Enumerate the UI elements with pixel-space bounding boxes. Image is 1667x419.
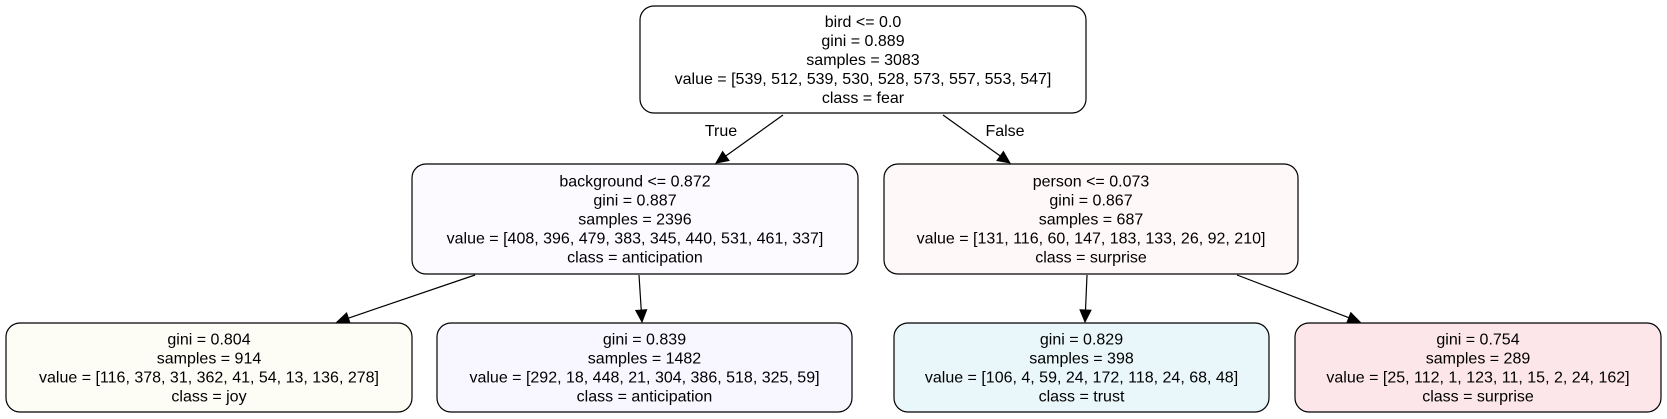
arrowhead	[1346, 311, 1362, 324]
arrowhead	[634, 309, 648, 324]
node-text-line: value = [408, 396, 479, 383, 345, 440, 5…	[447, 231, 824, 248]
node-box	[1294, 322, 1662, 413]
node-text-line: class = surprise	[1035, 250, 1147, 267]
tree-node-n1: background <= 0.872 gini = 0.887 samples =…	[411, 163, 859, 275]
node-box	[5, 322, 413, 413]
node-text-line: value = [25, 112, 1, 123, 11, 15, 2, 24,…	[1326, 370, 1629, 387]
arrowhead	[715, 150, 730, 164]
node-box	[411, 163, 859, 275]
node-text-line: samples = 1482	[588, 351, 702, 368]
node-box	[436, 322, 853, 413]
node-text-line: gini = 0.887	[593, 193, 676, 210]
edge-line	[348, 274, 476, 319]
node-text-line: value = [131, 116, 60, 147, 183, 133, 26…	[917, 231, 1266, 248]
node-text-line: samples = 914	[157, 351, 262, 368]
node-text-line: gini = 0.804	[167, 332, 250, 349]
tree-node-n6: gini = 0.754 samples = 289 value = [25, 11…	[1294, 322, 1662, 413]
node-text-line: samples = 289	[1426, 351, 1531, 368]
arrowhead	[996, 150, 1011, 164]
node-text-line: value = [539, 512, 539, 530, 528, 573, 5…	[675, 71, 1052, 88]
node-text-line: gini = 0.754	[1436, 332, 1519, 349]
tree-node-root: bird <= 0.0 gini = 0.889 samples = 3083 val…	[639, 5, 1087, 114]
nodes-layer: bird <= 0.0 gini = 0.889 samples = 3083 val…	[5, 5, 1662, 413]
node-text-line: class = anticipation	[577, 389, 713, 406]
edge-line	[1084, 274, 1088, 311]
node-text-line: gini = 0.829	[1040, 332, 1123, 349]
node-box	[883, 163, 1299, 275]
node-text-line: class = anticipation	[567, 250, 703, 267]
tree-node-n5: gini = 0.829 samples = 398 value = [106, 4…	[893, 322, 1270, 413]
edge-n2-to-n5	[1079, 274, 1092, 324]
node-text-line: class = surprise	[1422, 389, 1534, 406]
edge-line	[638, 274, 642, 311]
node-text-line: background <= 0.872	[559, 174, 710, 191]
tree-node-n3: gini = 0.804 samples = 914 value = [116, 3…	[5, 322, 413, 413]
node-text-line: bird <= 0.0	[825, 14, 902, 31]
arrowhead	[335, 311, 351, 324]
edge-label-true: True	[705, 123, 737, 140]
edge-root-to-n2: False	[942, 114, 1025, 164]
node-text-line: gini = 0.867	[1049, 193, 1132, 210]
edge-root-to-n1: True	[705, 114, 784, 164]
node-text-line: samples = 3083	[806, 52, 920, 69]
edge-line	[1236, 274, 1350, 319]
node-text-line: samples = 398	[1029, 351, 1134, 368]
node-text-line: class = trust	[1039, 389, 1125, 406]
edge-n2-to-n6	[1236, 274, 1362, 324]
edge-line	[942, 114, 1001, 157]
arrowhead	[1079, 309, 1092, 324]
edge-n1-to-n3	[335, 274, 476, 324]
node-text-line: samples = 687	[1039, 212, 1144, 229]
tree-node-n2: person <= 0.073 gini = 0.867 samples = 687…	[883, 163, 1299, 275]
node-text-line: value = [292, 18, 448, 21, 304, 386, 518…	[469, 370, 819, 387]
edge-line	[725, 114, 784, 157]
node-text-line: gini = 0.839	[603, 332, 686, 349]
node-text-line: class = fear	[822, 90, 905, 107]
node-text-line: gini = 0.889	[821, 33, 904, 50]
node-text-line: samples = 2396	[578, 212, 692, 229]
node-text-line: class = joy	[171, 389, 246, 406]
node-text-line: value = [116, 378, 31, 362, 41, 54, 13, …	[39, 370, 379, 387]
tree-node-n4: gini = 0.839 samples = 1482 value = [292, …	[436, 322, 853, 413]
edge-label-false: False	[985, 123, 1024, 140]
edge-n1-to-n4	[634, 274, 648, 324]
node-box	[893, 322, 1270, 413]
node-box	[639, 5, 1087, 114]
node-text-line: value = [106, 4, 59, 24, 172, 118, 24, 6…	[925, 370, 1238, 387]
node-text-line: person <= 0.073	[1033, 174, 1150, 191]
